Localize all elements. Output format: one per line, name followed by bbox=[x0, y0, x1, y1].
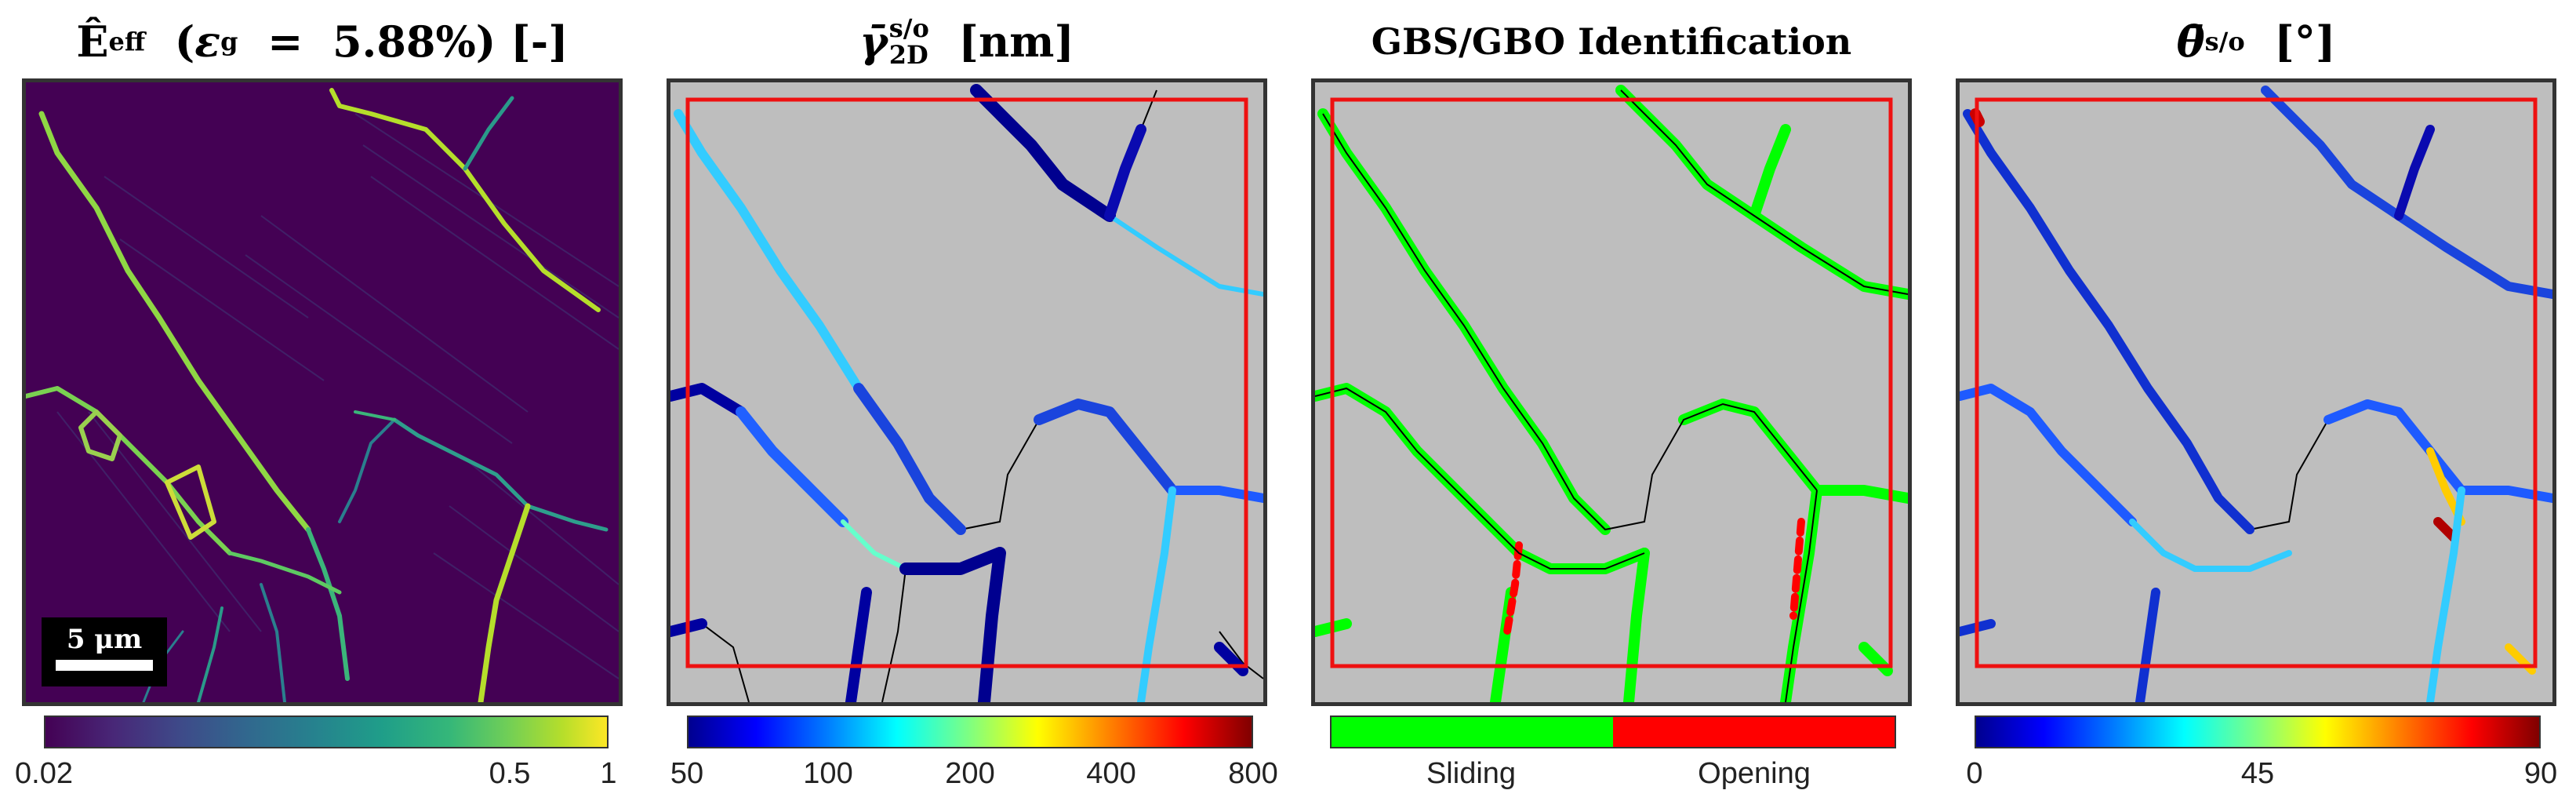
strain-bands bbox=[26, 88, 609, 702]
gamma-tick-200: 200 bbox=[945, 757, 995, 790]
sliding-label: Sliding bbox=[1426, 757, 1517, 790]
gamma-tick-400: 400 bbox=[1086, 757, 1136, 790]
viridis-tick-min: 0.02 bbox=[15, 757, 73, 790]
slip-angle-map bbox=[1960, 82, 2552, 702]
title-symbol-E: Ê bbox=[76, 16, 109, 67]
viridis-tick-mid: 0.5 bbox=[489, 757, 531, 790]
gbs-gbo-colorbar bbox=[1330, 716, 1896, 748]
slip-magnitude-panel bbox=[667, 78, 1267, 706]
gbs-gbo-map bbox=[1315, 82, 1908, 702]
title-unit: [nm] bbox=[958, 16, 1074, 67]
slip-segments bbox=[670, 84, 1263, 702]
title-value: 5.88%) bbox=[332, 16, 496, 67]
opening-label: Opening bbox=[1698, 757, 1811, 790]
gamma-tick-800: 800 bbox=[1228, 757, 1278, 790]
viridis-tick-max: 1 bbox=[600, 757, 617, 790]
title-equals: = bbox=[267, 16, 303, 67]
title-epsilon: ε bbox=[194, 16, 221, 67]
title-unit: [-] bbox=[510, 16, 569, 67]
title-theta: θ̄ bbox=[2176, 16, 2205, 67]
theta-tick-90: 90 bbox=[2523, 757, 2558, 790]
title-sup: s/o bbox=[2204, 27, 2245, 56]
roi-box bbox=[1975, 97, 2538, 668]
gamma-tick-100: 100 bbox=[803, 757, 853, 790]
title-paren: ( bbox=[174, 16, 195, 67]
scale-bar-line bbox=[56, 660, 153, 671]
opening-segments bbox=[1503, 518, 1805, 635]
gamma-colorbar bbox=[687, 716, 1253, 748]
title-sub: eff bbox=[108, 27, 146, 56]
slip-magnitude-map bbox=[670, 82, 1263, 702]
title-text: GBS/GBO Identification bbox=[1371, 20, 1852, 63]
strain-map-image bbox=[26, 82, 619, 702]
title-sub: 2D bbox=[888, 40, 928, 70]
theta-tick-0: 0 bbox=[1966, 757, 1983, 790]
viridis-colorbar bbox=[44, 716, 609, 748]
panel4-title: θ̄ s/o [°] bbox=[1956, 6, 2556, 77]
roi-box bbox=[1330, 97, 1893, 668]
theta-colorbar bbox=[1975, 716, 2541, 748]
scale-bar: 5 μm bbox=[42, 617, 167, 686]
title-epsilon-sub: g bbox=[220, 27, 238, 56]
strain-map-panel: 5 μm bbox=[22, 78, 623, 706]
slip-angle-panel bbox=[1956, 78, 2556, 706]
title-sup: s/o bbox=[888, 13, 929, 43]
panel3-title: GBS/GBO Identification bbox=[1311, 6, 1912, 77]
slip-lines bbox=[56, 113, 619, 679]
title-unit: [°] bbox=[2274, 16, 2336, 67]
title-gamma: γ̄ bbox=[859, 16, 888, 67]
scale-bar-label: 5 μm bbox=[66, 624, 143, 655]
gbs-gbo-panel bbox=[1311, 78, 1912, 706]
theta-tick-45: 45 bbox=[2240, 757, 2275, 790]
gamma-tick-50: 50 bbox=[670, 757, 704, 790]
panel2-title: γ̄ s/o 2D [nm] bbox=[667, 6, 1267, 77]
roi-box bbox=[685, 97, 1248, 668]
